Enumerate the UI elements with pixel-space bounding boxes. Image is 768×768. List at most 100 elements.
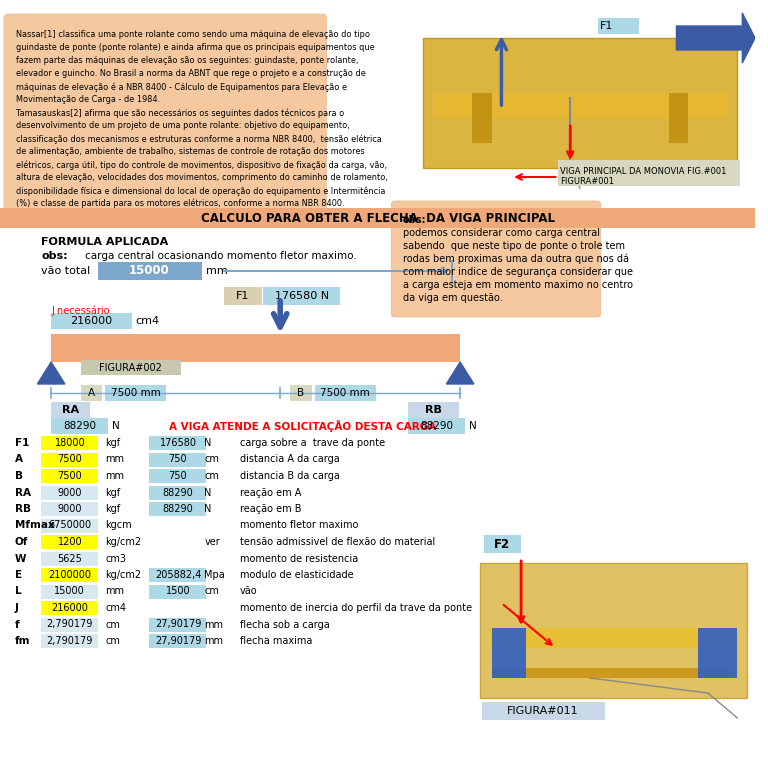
Text: 15000: 15000 [55, 587, 85, 597]
Bar [480, 563, 747, 698]
Bar [41, 568, 98, 582]
Text: momento fletor maximo: momento fletor maximo [240, 521, 358, 531]
Bar [150, 617, 207, 631]
Bar [150, 584, 207, 598]
Text: kgf: kgf [105, 488, 121, 498]
Text: carga central ocasionando momento fletor maximo.: carga central ocasionando momento fletor… [84, 251, 356, 261]
Text: 750: 750 [169, 455, 187, 465]
Text: W: W [15, 554, 26, 564]
Bar [224, 287, 262, 305]
Text: mm: mm [204, 636, 223, 646]
Text: 9000: 9000 [58, 488, 82, 498]
Bar [150, 634, 207, 648]
Text: 2100000: 2100000 [48, 570, 91, 580]
Text: podemos considerar como carga central: podemos considerar como carga central [403, 228, 600, 238]
Text: sabendo  que neste tipo de ponte o trole tem: sabendo que neste tipo de ponte o trole … [403, 241, 625, 251]
Bar [150, 568, 207, 582]
Text: guindaste de ponte (ponte rolante) e ainda afirma que os principais equipamentos: guindaste de ponte (ponte rolante) e ain… [15, 43, 374, 52]
Bar [150, 485, 207, 499]
Text: momento de inercia do perfil da trave da ponte: momento de inercia do perfil da trave da… [240, 603, 472, 613]
Text: 7500 mm: 7500 mm [111, 388, 161, 398]
Text: vão total: vão total [41, 266, 91, 276]
Bar [0, 208, 755, 228]
Bar [150, 502, 207, 516]
Polygon shape [677, 13, 755, 63]
Bar [408, 418, 465, 434]
Text: rodas bem proximas uma da outra que nos dá: rodas bem proximas uma da outra que nos … [403, 254, 629, 264]
Text: 27,90179: 27,90179 [155, 636, 201, 646]
Text: distancia A da carga: distancia A da carga [240, 455, 339, 465]
Bar [41, 601, 98, 615]
Text: de alimentação, ambiente de trabalho, sistemas de controle de rotação dos motore: de alimentação, ambiente de trabalho, si… [15, 147, 364, 156]
Text: 205882,4: 205882,4 [155, 570, 201, 580]
Text: F2: F2 [495, 538, 511, 551]
Text: tensão admissivel de flexão do material: tensão admissivel de flexão do material [240, 537, 435, 547]
Bar [150, 436, 207, 450]
Text: 750: 750 [169, 471, 187, 481]
Text: FIGURA#002: FIGURA#002 [99, 363, 162, 373]
Bar [41, 436, 98, 450]
Bar [98, 262, 201, 280]
Text: vão: vão [240, 587, 257, 597]
Text: RA: RA [15, 488, 31, 498]
Bar [422, 38, 737, 168]
Text: momento de resistencia: momento de resistencia [240, 554, 358, 564]
Text: elevador e guincho. No Brasil a norma da ABNT que rege o projeto e a construção : elevador e guincho. No Brasil a norma da… [15, 69, 366, 78]
Text: cm: cm [105, 620, 120, 630]
Text: 216000: 216000 [71, 316, 112, 326]
Text: obs:: obs: [403, 215, 426, 225]
Bar [492, 668, 727, 678]
Text: cm4: cm4 [136, 316, 160, 326]
Text: a carga esteja em momento maximo no centro: a carga esteja em momento maximo no cent… [403, 280, 633, 290]
Text: Of: Of [15, 537, 28, 547]
Text: fm: fm [15, 636, 30, 646]
Text: reação em A: reação em A [240, 488, 301, 498]
Bar [41, 518, 98, 532]
Text: cm: cm [105, 636, 120, 646]
Bar [41, 634, 98, 648]
Text: kg/cm2: kg/cm2 [105, 537, 141, 547]
Text: E: E [15, 570, 22, 580]
Text: 7500: 7500 [58, 455, 82, 465]
Text: flecha maxima: flecha maxima [240, 636, 313, 646]
Text: 15000: 15000 [129, 264, 170, 277]
Text: obs:: obs: [41, 251, 68, 261]
Text: kgcm: kgcm [105, 521, 132, 531]
Bar [41, 535, 98, 549]
Text: CALCULO PARA OBTER A FLECHA  DA VIGA PRINCIPAL: CALCULO PARA OBTER A FLECHA DA VIGA PRIN… [200, 211, 554, 224]
Text: RA: RA [62, 405, 79, 415]
Bar [41, 452, 98, 466]
Text: 88290: 88290 [63, 421, 96, 431]
Text: flecha sob a carga: flecha sob a carga [240, 620, 329, 630]
Bar [150, 452, 207, 466]
Polygon shape [446, 362, 474, 384]
Text: FIGURA#001: FIGURA#001 [561, 177, 614, 187]
Bar [432, 93, 727, 118]
Text: kg/cm2: kg/cm2 [105, 570, 141, 580]
Bar [315, 385, 376, 401]
Text: mm: mm [207, 266, 228, 276]
FancyBboxPatch shape [4, 14, 326, 217]
Text: ver: ver [204, 537, 220, 547]
Text: N: N [204, 504, 212, 514]
FancyBboxPatch shape [392, 201, 601, 317]
Bar [51, 313, 132, 329]
Bar [698, 628, 737, 678]
Bar [492, 628, 526, 678]
Text: F1: F1 [600, 21, 613, 31]
Bar [408, 402, 459, 418]
Text: B: B [297, 388, 304, 398]
Text: mm: mm [204, 620, 223, 630]
Text: máquinas de elevação é a NBR 8400 - Cálculo de Equipamentos para Elevação e: máquinas de elevação é a NBR 8400 - Cálc… [15, 82, 346, 91]
Text: altura de elevação, velocidades dos movimentos, comprimento do caminho de rolame: altura de elevação, velocidades dos movi… [15, 173, 388, 182]
Text: kgf: kgf [105, 504, 121, 514]
Text: cm: cm [204, 587, 220, 597]
Bar [41, 469, 98, 483]
Text: Nassar[1] classifica uma ponte rolante como sendo uma máquina de elevação do tip: Nassar[1] classifica uma ponte rolante c… [15, 30, 369, 39]
Text: RB: RB [425, 405, 442, 415]
Text: A: A [88, 388, 95, 398]
Text: cm4: cm4 [105, 603, 126, 613]
Text: 1200: 1200 [58, 537, 82, 547]
Bar [263, 287, 340, 305]
Text: 9000: 9000 [58, 504, 82, 514]
